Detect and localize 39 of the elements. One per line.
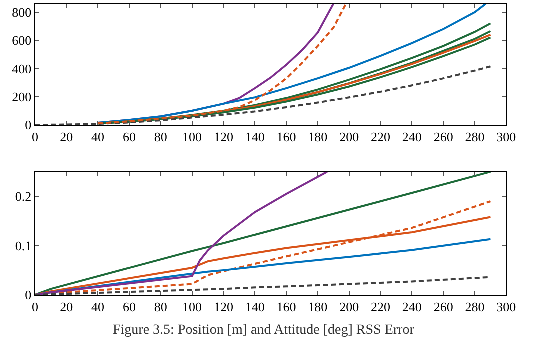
x-tick-label: 100 — [182, 300, 202, 315]
y-tick-label: 600 — [12, 33, 32, 48]
x-tick-label: 220 — [371, 300, 391, 315]
x-tick-label: 240 — [402, 300, 422, 315]
x-tick-label: 160 — [276, 130, 296, 145]
y-tick-label: 400 — [12, 61, 32, 76]
x-tick-label: 120 — [214, 130, 234, 145]
y-tick-label: 0 — [25, 118, 32, 133]
x-tick-label: 60 — [122, 130, 136, 145]
x-tick-label: 300 — [496, 130, 516, 145]
x-tick-label: 280 — [465, 300, 485, 315]
x-tick-label: 200 — [340, 300, 360, 315]
x-tick-label: 140 — [245, 130, 265, 145]
y-tick-label: 0.2 — [15, 189, 32, 204]
x-tick-label: 300 — [496, 300, 516, 315]
x-tick-label: 40 — [92, 130, 105, 145]
x-tick-label: 80 — [154, 130, 168, 145]
x-tick-label: 160 — [276, 300, 296, 315]
x-tick-label: 20 — [60, 130, 74, 145]
x-tick-label: 220 — [371, 130, 391, 145]
x-tick-label: 80 — [154, 300, 168, 315]
y-tick-label: 0 — [25, 288, 32, 303]
y-tick-label: 0.1 — [15, 238, 32, 254]
x-tick-label: 180 — [308, 130, 328, 145]
y-tick-label: 200 — [12, 89, 32, 104]
x-tick-label: 20 — [60, 300, 74, 315]
x-tick-label: 180 — [308, 300, 328, 315]
x-tick-label: 260 — [434, 300, 454, 315]
x-tick-label: 260 — [434, 130, 454, 145]
x-tick-label: 200 — [340, 130, 360, 145]
x-tick-label: 140 — [245, 300, 265, 315]
x-tick-label: 40 — [92, 300, 105, 315]
x-tick-label: 240 — [402, 130, 422, 145]
x-tick-label: 280 — [465, 130, 485, 145]
x-tick-label: 100 — [182, 130, 202, 145]
caption: Figure 3.5: Position [m] and Attitude [deg] RSS Error — [113, 323, 415, 338]
x-tick-label: 60 — [122, 300, 136, 315]
y-tick-label: 800 — [12, 4, 32, 20]
x-tick-label: 120 — [214, 300, 234, 315]
